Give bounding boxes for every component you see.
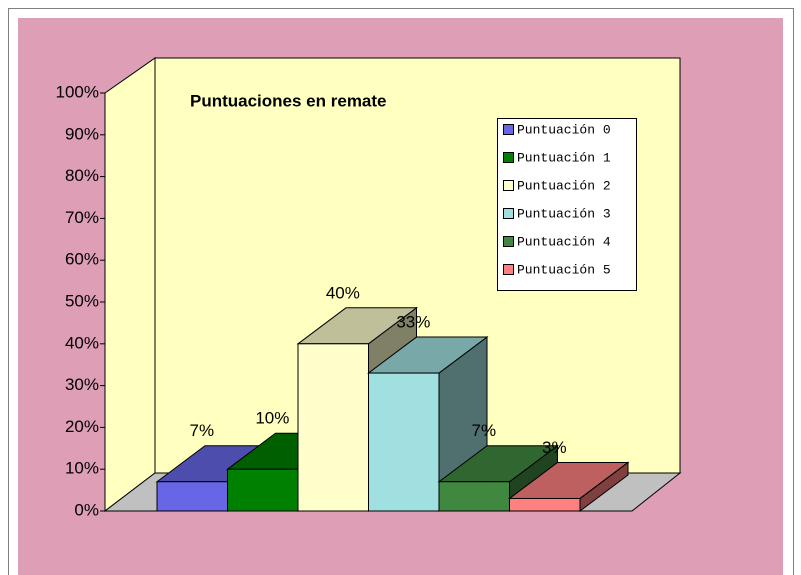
data-label: 40% [326,283,360,302]
legend-swatch [503,152,514,163]
chart-title: Puntuaciones en remate [190,91,387,110]
bar [156,481,228,512]
y-tick-label: 10% [65,459,99,478]
data-label: 10% [255,409,289,428]
y-tick-label: 30% [65,375,99,394]
bar [368,372,440,512]
legend-label: Puntuación 2 [517,178,611,193]
data-label: 33% [396,313,430,332]
legend-label: Puntuación 5 [517,262,611,277]
legend-swatch [503,180,514,191]
bar [227,468,299,512]
y-tick-label: 90% [65,124,99,143]
legend [497,118,637,291]
legend-swatch [503,264,514,275]
legend-label: Puntuación 1 [517,150,611,165]
bar [438,481,510,512]
data-label: 3% [542,438,567,457]
y-tick-label: 20% [65,417,99,436]
y-tick-label: 40% [65,333,99,352]
data-label: 7% [190,421,215,440]
y-tick-label: 80% [65,166,99,185]
y-tick-label: 0% [74,500,99,519]
legend-swatch [503,124,514,135]
bar [509,497,581,512]
legend-label: Puntuación 4 [517,234,611,249]
legend-swatch [503,236,514,247]
y-tick-label: 60% [65,250,99,269]
data-label: 7% [472,421,497,440]
legend-label: Puntuación 0 [517,122,611,137]
legend-label: Puntuación 3 [517,206,611,221]
bar [297,343,369,512]
y-tick-label: 70% [65,208,99,227]
legend-swatch [503,208,514,219]
y-tick-label: 50% [65,291,99,310]
side-wall [104,57,156,513]
y-tick-label: 100% [56,82,99,101]
